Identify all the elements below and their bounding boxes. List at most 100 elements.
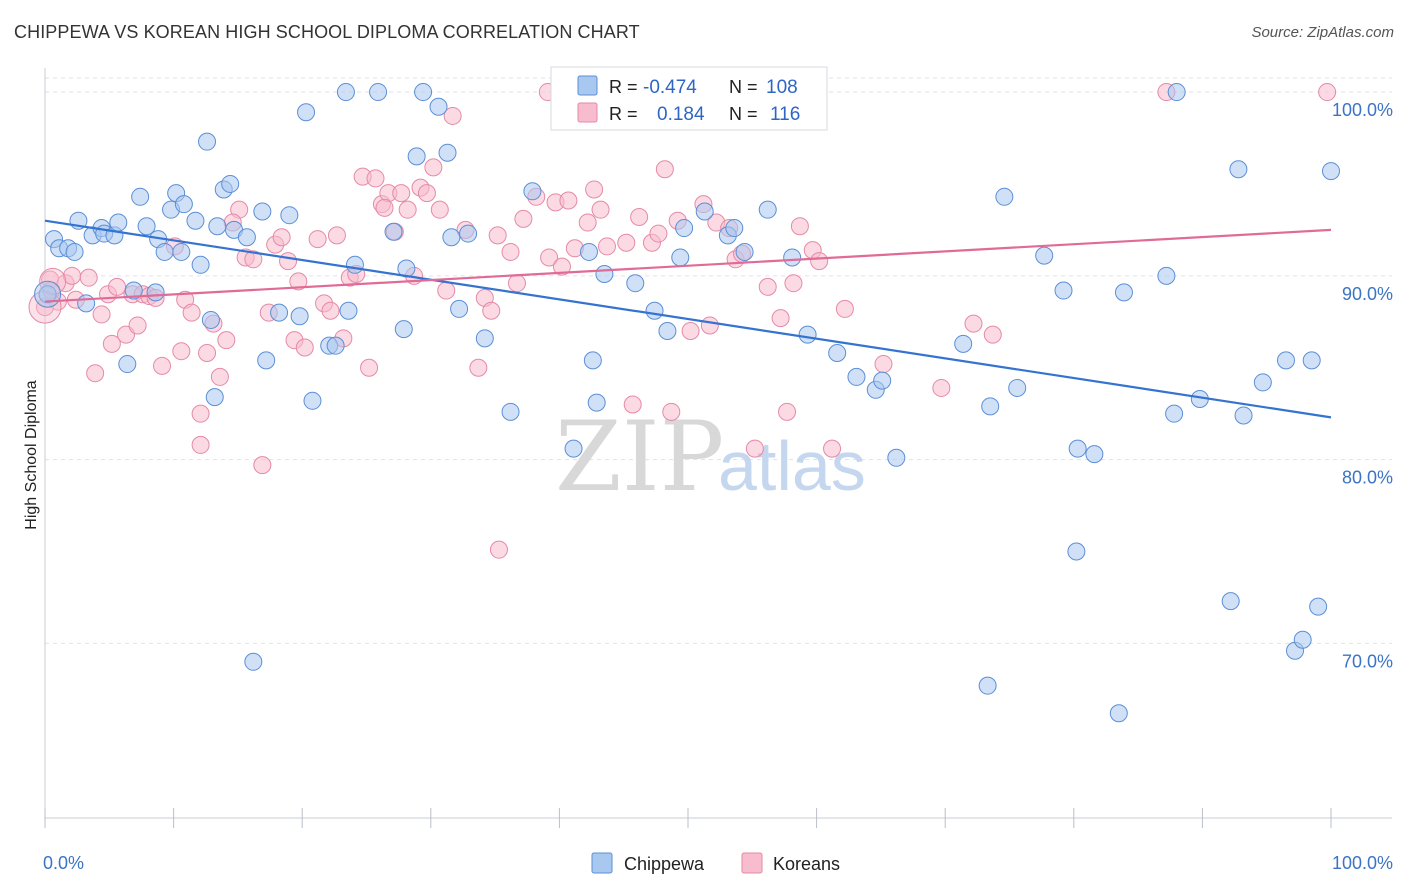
chart-title: CHIPPEWA VS KOREAN HIGH SCHOOL DIPLOMA C… [14, 22, 640, 42]
koreans-point [932, 378, 951, 397]
chippewa-point [438, 143, 457, 162]
koreans-point [392, 184, 411, 203]
koreans-point [778, 402, 797, 421]
x-tick-labels: 0.0% 100.0% [43, 853, 1393, 873]
chippewa-point [798, 325, 817, 344]
legend-swatch-koreans [577, 102, 598, 123]
koreans-point [784, 274, 803, 293]
chippewa-point [1067, 542, 1086, 561]
chippewa-point [671, 248, 690, 267]
chippewa-point [725, 219, 744, 238]
chippewa-point [1008, 378, 1027, 397]
koreans-point [198, 344, 217, 363]
chippewa-point [1165, 404, 1184, 423]
chippewa-point [1068, 439, 1087, 458]
chippewa-point [369, 83, 388, 102]
series-chippewa [34, 83, 1340, 723]
chippewa-point [208, 217, 227, 236]
chippewa-point [1054, 281, 1073, 300]
koreans-point [289, 272, 308, 291]
chippewa-point [384, 222, 403, 241]
koreans-point [501, 242, 520, 261]
koreans-point [874, 355, 893, 374]
chippewa-point [579, 242, 598, 261]
trend-line-chippewa [44, 219, 1332, 419]
koreans-point [623, 395, 642, 414]
chippewa-point [345, 255, 364, 274]
koreans-point [375, 198, 394, 217]
koreans-point [983, 325, 1002, 344]
stats-legend: R = -0.474 N = 108 R = 0.184 N = 116 [550, 66, 828, 131]
y-tick-labels: 70.0% 80.0% 90.0% 100.0% [1332, 100, 1393, 671]
chippewa-point [131, 187, 150, 206]
chippewa-point [244, 652, 263, 671]
chippewa-point [995, 187, 1014, 206]
chippewa-point [475, 329, 494, 348]
koreans-point [153, 356, 172, 375]
legend-swatch-chippewa [577, 75, 598, 96]
koreans-point [617, 233, 636, 252]
chippewa-point [191, 255, 210, 274]
chippewa-point [695, 202, 714, 221]
legend-r-value-koreans: 0.184 [657, 104, 705, 125]
chippewa-point [65, 242, 84, 261]
watermark-atlas: atlas [718, 427, 866, 505]
koreans-point [191, 435, 210, 454]
koreans-point [488, 226, 507, 245]
chippewa-point [137, 217, 156, 236]
chippewa-point [523, 182, 542, 201]
koreans-point [321, 301, 340, 320]
chippewa-point [645, 301, 664, 320]
chippewa-point [198, 132, 217, 151]
koreans-point [398, 200, 417, 219]
chippewa-point [658, 321, 677, 340]
chippewa-point [735, 242, 754, 261]
koreans-point [700, 316, 719, 335]
chippewa-point [1109, 704, 1128, 723]
chippewa-point [270, 303, 289, 322]
koreans-point [662, 402, 681, 421]
legend-r-label-1: R = [609, 77, 638, 97]
koreans-point [366, 169, 385, 188]
series-legend: Chippewa Koreans [591, 852, 840, 874]
chippewa-point [783, 248, 802, 267]
legend-n-label-1: N = [729, 77, 758, 97]
koreans-point [430, 200, 449, 219]
chippewa-point [1035, 246, 1054, 265]
koreans-point [835, 299, 854, 318]
chippewa-point [1302, 351, 1321, 370]
chippewa-point [1293, 630, 1312, 649]
chippewa-point [146, 283, 165, 302]
koreans-point [92, 305, 111, 324]
chippewa-point [109, 213, 128, 232]
chippewa-point [675, 219, 694, 238]
chippewa-point [336, 83, 355, 102]
chippewa-point [237, 228, 256, 247]
koreans-point [810, 252, 829, 271]
koreans-point [591, 200, 610, 219]
y-tick-label: 70.0% [1342, 651, 1393, 671]
koreans-point [308, 230, 327, 249]
koreans-point [559, 191, 578, 210]
koreans-point [210, 367, 229, 386]
chippewa-point [1167, 83, 1186, 102]
koreans-point [279, 252, 298, 271]
y-tick-label: 100.0% [1332, 100, 1393, 120]
source-label: Source: ZipAtlas.com [1251, 24, 1394, 41]
legend-r-value-chippewa: -0.474 [643, 77, 697, 98]
koreans-point [552, 257, 571, 276]
chippewa-point [429, 97, 448, 116]
chippewa-point [1276, 351, 1295, 370]
koreans-point [578, 213, 597, 232]
chippewa-point [77, 294, 96, 313]
chippewa-point [442, 228, 461, 247]
chippewa-point [414, 83, 433, 102]
chippewa-point [174, 195, 193, 214]
koreans-point [172, 342, 191, 361]
chippewa-point [290, 307, 309, 326]
koreans-point [1318, 83, 1337, 102]
legend-n-value-koreans: 116 [770, 104, 800, 125]
legend-n-label-2: N = [729, 104, 758, 124]
koreans-point [327, 226, 346, 245]
